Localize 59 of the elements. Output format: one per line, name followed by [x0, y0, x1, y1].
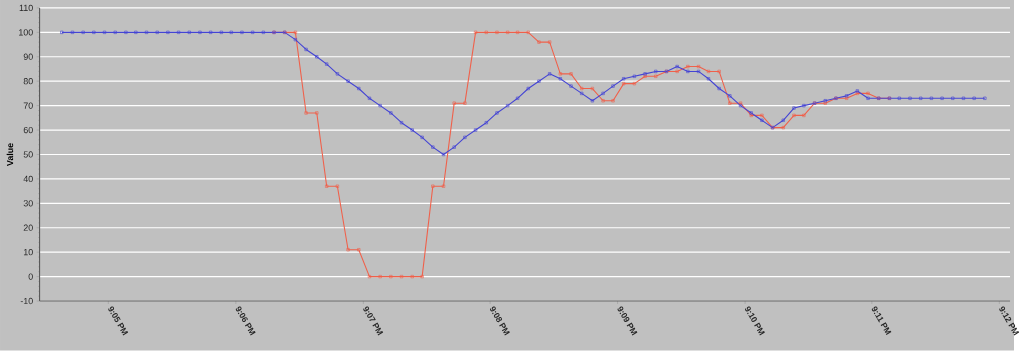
point [866, 92, 870, 96]
y-tick-label: 90 [23, 53, 33, 61]
point [580, 87, 584, 91]
point [675, 70, 679, 74]
point [622, 82, 626, 86]
y-tick-label: 60 [23, 127, 33, 134]
y-tick-label: 70 [23, 102, 33, 109]
point [431, 184, 435, 189]
point [632, 82, 636, 86]
point [569, 72, 573, 76]
point [335, 184, 339, 189]
point [760, 114, 764, 118]
point [548, 40, 552, 44]
point [781, 126, 785, 130]
point [357, 248, 361, 252]
point [802, 114, 806, 118]
point [590, 87, 594, 91]
y-tick-label: 100 [19, 29, 33, 36]
point [389, 275, 393, 279]
point [601, 99, 605, 103]
point [304, 111, 308, 115]
point [495, 31, 499, 35]
point [463, 101, 467, 105]
y-tick-label: 80 [23, 78, 33, 85]
point [315, 111, 319, 115]
point [452, 101, 456, 105]
y-tick-label: 50 [23, 151, 33, 158]
point [378, 275, 382, 279]
point [792, 114, 796, 118]
point [537, 40, 541, 44]
point [367, 275, 372, 279]
point [325, 184, 329, 189]
y-tick-label: -10 [20, 298, 33, 305]
y-tick-label: 10 [23, 249, 33, 256]
point [515, 31, 520, 35]
point [558, 72, 562, 76]
point [526, 31, 530, 35]
point [696, 65, 701, 69]
point [399, 275, 404, 279]
point [293, 31, 297, 35]
point [611, 99, 615, 103]
y-tick-label: 40 [23, 175, 33, 183]
point [484, 31, 488, 35]
point [728, 101, 732, 105]
y-tick-label: 30 [23, 200, 33, 207]
point [686, 65, 690, 69]
point [441, 184, 446, 189]
y-tick-label: 20 [23, 224, 33, 232]
point [346, 248, 350, 252]
y-tick-label: 110 [19, 5, 33, 12]
point [706, 70, 711, 74]
point [506, 31, 510, 35]
point [420, 275, 424, 279]
point [654, 74, 658, 79]
y-axis-title: Value [6, 143, 14, 167]
point [410, 275, 414, 279]
point [717, 70, 721, 74]
y-tick-label: 0 [28, 273, 33, 280]
point [474, 31, 478, 35]
